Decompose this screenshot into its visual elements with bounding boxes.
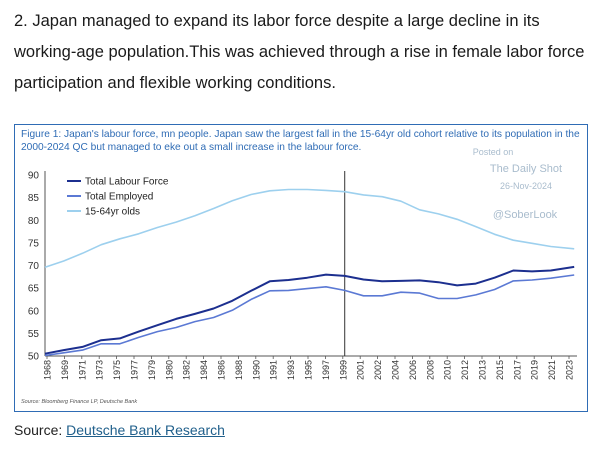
x-tick-label-2006: 2006	[408, 360, 418, 380]
x-tick-label-1999: 1999	[338, 360, 348, 380]
x-tick-label-2023: 2023	[565, 360, 575, 380]
x-tick-label-1997: 1997	[321, 360, 331, 380]
x-tick-label-1984: 1984	[199, 360, 209, 380]
series-line-1	[44, 274, 575, 357]
chart-title: Figure 1: Japan's labour force, mn peopl…	[21, 129, 580, 153]
x-tick-label-1993: 1993	[286, 360, 296, 380]
x-tick-label-1973: 1973	[95, 360, 105, 380]
x-tick-label-2013: 2013	[478, 360, 488, 380]
x-tick-label-2019: 2019	[530, 360, 540, 380]
x-tick-label-1975: 1975	[112, 360, 122, 380]
x-tick-label-1968: 1968	[43, 360, 53, 380]
series-line-0	[44, 265, 575, 355]
watermark-date: 26-Nov-2024	[499, 181, 553, 191]
watermark-handle: @SoberLook	[492, 209, 558, 221]
y-tick-label-60: 60	[28, 306, 40, 317]
y-tick-label-85: 85	[28, 193, 40, 204]
y-tick-label-55: 55	[28, 329, 40, 340]
x-tick-label-2017: 2017	[512, 360, 522, 380]
legend-label-2: 15-64yr olds	[85, 207, 140, 218]
intro-paragraph: 2. Japan managed to expand its labor for…	[14, 12, 585, 92]
x-tick-label-1990: 1990	[251, 360, 261, 380]
source-link[interactable]: Deutsche Bank Research	[66, 422, 225, 438]
x-tick-label-1971: 1971	[77, 360, 87, 380]
x-tick-label-1977: 1977	[130, 360, 140, 380]
x-tick-label-2002: 2002	[373, 360, 383, 380]
y-tick-label-50: 50	[28, 352, 40, 363]
source-line: Source: Deutsche Bank Research	[14, 422, 225, 438]
x-tick-label-1986: 1986	[217, 360, 227, 380]
y-tick-label-90: 90	[28, 171, 40, 182]
x-tick-label-2010: 2010	[443, 360, 453, 380]
x-tick-label-1969: 1969	[60, 360, 70, 380]
x-tick-label-2015: 2015	[495, 360, 505, 380]
x-tick-label-1982: 1982	[182, 360, 192, 380]
x-tick-label-2021: 2021	[547, 360, 557, 380]
x-tick-label-1995: 1995	[304, 360, 314, 380]
x-tick-label-1979: 1979	[147, 360, 157, 380]
x-tick-label-2008: 2008	[425, 360, 435, 380]
series-line-2	[44, 188, 575, 269]
line-chart: 50 55 60 65 70 75 80 85 90 1968 1969 1971 1973 1975 19…	[28, 171, 577, 380]
x-tick-label-2004: 2004	[391, 360, 401, 380]
y-tick-label-65: 65	[28, 284, 40, 295]
x-tick-label-1988: 1988	[234, 360, 244, 380]
x-tick-label-1991: 1991	[269, 360, 279, 380]
source-prefix: Source:	[14, 422, 67, 438]
x-tick-label-2001: 2001	[356, 360, 366, 380]
watermark-name: The Daily Shot	[489, 163, 563, 175]
y-tick-label-80: 80	[28, 216, 40, 227]
watermark-posted: Posted on	[472, 147, 514, 157]
chart-figure: Figure 1: Japan's labour force, mn peopl…	[14, 124, 588, 412]
legend-label-1: Total Employed	[85, 192, 153, 203]
chart-source-note: Source: Bloomberg Finance LP, Deutsche B…	[21, 399, 138, 405]
x-tick-label-2012: 2012	[460, 360, 470, 380]
x-tick-label-1980: 1980	[164, 360, 174, 380]
legend-label-0: Total Labour Force	[85, 177, 169, 188]
y-tick-label-70: 70	[28, 261, 40, 272]
y-tick-label-75: 75	[28, 238, 40, 249]
